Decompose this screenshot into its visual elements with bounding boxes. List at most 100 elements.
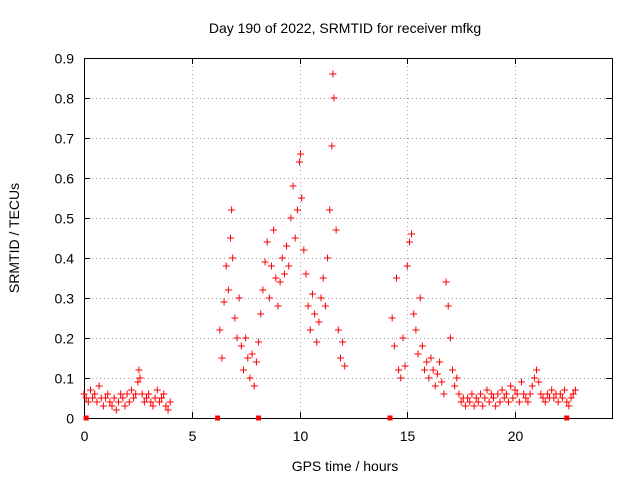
data-point [80,390,88,398]
data-point [220,298,228,306]
data-point [416,294,424,302]
x-tick-label: 0 [81,428,89,444]
y-tick-label: 0.3 [55,291,75,307]
data-point [537,390,545,398]
data-point [218,354,226,362]
data-point [278,254,286,262]
data-point [436,358,444,366]
y-tick-label: 0.1 [55,371,75,387]
data-point [554,398,562,406]
data-point [158,394,166,402]
data-point [263,238,271,246]
data-point [93,398,101,406]
data-point [528,382,536,390]
y-tick-label: 0.7 [55,131,75,147]
data-point [242,334,250,342]
data-point [472,394,480,402]
data-point [127,386,135,394]
data-point [494,390,502,398]
chart-title: Day 190 of 2022, SRMTID for receiver mfk… [209,20,481,36]
data-point [392,274,400,282]
data-point [130,394,138,402]
data-point [334,326,342,334]
y-tick-label: 0.6 [55,171,75,187]
gap-marker [83,415,89,421]
data-point [457,398,465,406]
data-point [431,382,439,390]
data-point [418,342,426,350]
data-point [233,334,241,342]
data-point [283,242,291,250]
data-point [252,358,260,366]
y-tick-label: 0.9 [55,51,75,67]
data-point [539,394,547,402]
data-point [414,350,422,358]
data-point [408,230,416,238]
data-point [227,234,235,242]
y-axis-label: SRMTID / TECUs [6,183,22,293]
data-point [500,394,508,402]
data-point [505,398,513,406]
data-point [541,398,549,406]
data-point [134,378,142,386]
data-point [569,390,577,398]
data-point [423,358,431,366]
data-point [164,406,172,414]
data-point [224,286,232,294]
data-point [401,362,409,370]
data-point [502,390,510,398]
data-point [444,302,452,310]
data-point [326,206,334,214]
data-point [395,366,403,374]
data-point [517,378,525,386]
data-point [461,402,469,410]
data-point [533,366,541,374]
data-point [112,406,120,414]
y-tick-label: 0 [66,411,74,427]
data-point [132,390,140,398]
x-tick-label: 10 [293,428,309,444]
data-point [328,142,336,150]
data-point [267,262,275,270]
data-point [123,390,131,398]
data-point [216,326,224,334]
x-tick-label: 20 [508,428,524,444]
data-point [429,366,437,374]
data-point [474,398,482,406]
data-point [550,394,558,402]
data-point [142,394,150,402]
gap-marker [387,415,393,421]
data-point [543,390,551,398]
data-point [433,370,441,378]
data-point [114,398,122,406]
data-point [135,366,143,374]
data-point [110,394,118,402]
data-point [270,226,278,234]
data-point [410,310,418,318]
data-point [464,394,472,402]
data-point [274,302,282,310]
data-point [455,390,463,398]
y-tick-label: 0.2 [55,331,75,347]
data-point [388,314,396,322]
data-point [556,390,564,398]
data-point [153,386,161,394]
data-point [332,226,340,234]
data-point [442,278,450,286]
data-point [239,366,247,374]
data-point [329,70,337,78]
data-point [265,294,273,302]
data-point [136,374,144,382]
data-point [291,234,299,242]
data-point [297,150,305,158]
data-point [498,386,506,394]
data-point [237,342,245,350]
data-point [250,382,258,390]
data-point [324,254,332,262]
data-point [526,390,534,398]
grid-layer [84,58,612,418]
data-point [522,394,530,402]
data-point [95,382,103,390]
data-point [235,294,243,302]
data-point [166,398,174,406]
